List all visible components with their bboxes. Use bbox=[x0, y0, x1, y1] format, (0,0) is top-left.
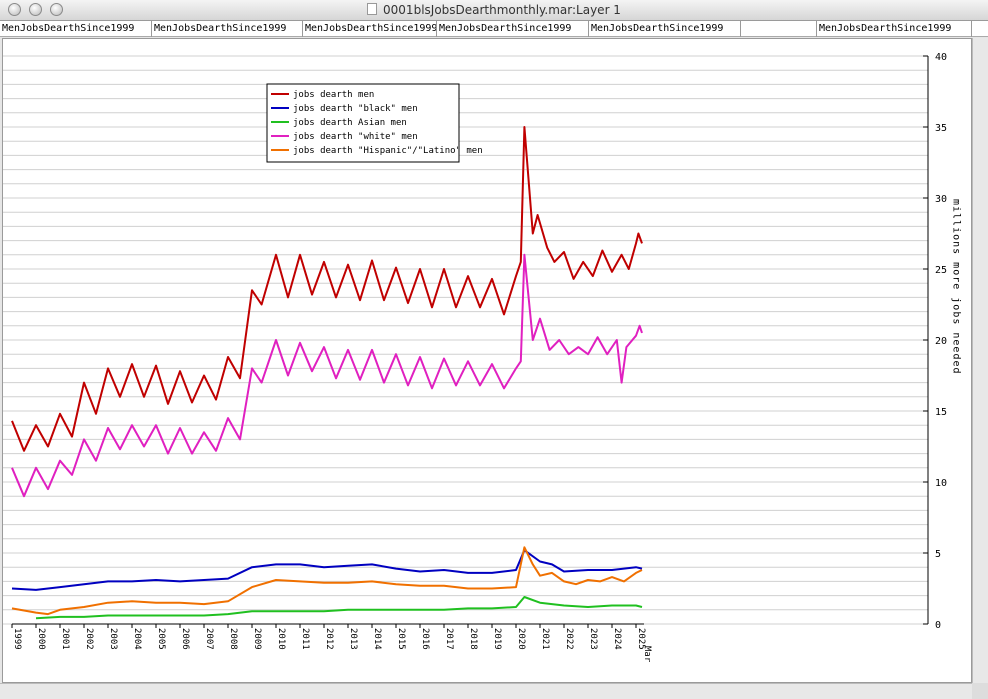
x-tick-label: 2025 bbox=[636, 628, 646, 650]
x-tick-label: 2015 bbox=[396, 628, 406, 650]
y-tick-label: 15 bbox=[935, 407, 947, 418]
window-title-area: 0001blsJobsDearthmonthly.mar:Layer 1 bbox=[0, 3, 988, 17]
x-tick-label: 2019 bbox=[492, 628, 502, 650]
x-tick-label: 2007 bbox=[204, 628, 214, 650]
x-tick-label: 2002 bbox=[84, 628, 94, 650]
close-window-button[interactable] bbox=[8, 3, 21, 16]
x-tick-label: 2014 bbox=[372, 628, 382, 650]
x-tick-label: 2016 bbox=[420, 628, 430, 650]
horizontal-scrollbar[interactable] bbox=[0, 683, 972, 699]
legend-entry: jobs dearth "white" men bbox=[293, 132, 418, 142]
y-tick-label: 0 bbox=[935, 620, 941, 631]
x-tick-label: 2013 bbox=[348, 628, 358, 650]
x-tick-label: 2001 bbox=[60, 628, 70, 650]
column-header[interactable]: MenJobsDearthSince1999 bbox=[0, 21, 152, 37]
minimize-window-button[interactable] bbox=[29, 3, 42, 16]
y-tick-label: 35 bbox=[935, 123, 947, 134]
x-tick-label: 2009 bbox=[252, 628, 262, 650]
y-tick-label: 5 bbox=[935, 549, 941, 560]
column-header[interactable]: MenJobsDearthSince1999 bbox=[817, 21, 972, 37]
x-tick-label: 2012 bbox=[324, 628, 334, 650]
column-header[interactable] bbox=[741, 21, 817, 37]
legend-entry: jobs dearth Asian men bbox=[293, 118, 407, 128]
x-tick-label: 2003 bbox=[108, 628, 118, 650]
vertical-scrollbar[interactable] bbox=[972, 38, 988, 683]
series-line bbox=[35, 596, 643, 620]
y-tick-label: 10 bbox=[935, 478, 947, 489]
y-axis-label: millions more jobs needed bbox=[951, 199, 962, 375]
zoom-window-button[interactable] bbox=[50, 3, 63, 16]
x-tick-label: 2011 bbox=[300, 628, 310, 650]
column-header[interactable]: MenJobsDearthSince1999 bbox=[589, 21, 741, 37]
series-line bbox=[11, 546, 643, 616]
window-title: 0001blsJobsDearthmonthly.mar:Layer 1 bbox=[383, 3, 621, 17]
y-tick-label: 25 bbox=[935, 265, 947, 276]
x-tick-label: 2018 bbox=[468, 628, 478, 650]
x-tick-label: 2010 bbox=[276, 628, 286, 650]
x-tick-label: 2000 bbox=[36, 628, 46, 650]
column-header[interactable]: MenJobsDearthSince1999 bbox=[152, 21, 303, 37]
series-line bbox=[11, 253, 643, 498]
window-titlebar: 0001blsJobsDearthmonthly.mar:Layer 1 bbox=[0, 0, 988, 21]
x-tick-label: 2008 bbox=[228, 628, 238, 650]
y-tick-label: 20 bbox=[935, 336, 947, 347]
x-tick-label: 2017 bbox=[444, 628, 454, 650]
x-tick-label: 2022 bbox=[564, 628, 574, 650]
x-tick-label: 2004 bbox=[132, 628, 142, 650]
legend-box bbox=[266, 83, 460, 163]
x-tick-label: Mar bbox=[642, 646, 652, 663]
document-icon bbox=[367, 3, 378, 15]
y-tick-label: 40 bbox=[935, 52, 947, 63]
y-tick-label: 30 bbox=[935, 194, 947, 205]
x-tick-label: 2020 bbox=[516, 628, 526, 650]
x-tick-label: 2005 bbox=[156, 628, 166, 650]
x-tick-label: 2024 bbox=[612, 628, 622, 650]
x-tick-label: 2021 bbox=[540, 628, 550, 650]
legend-entry: jobs dearth "Hispanic"/"Latino" men bbox=[293, 146, 483, 156]
legend-entry: jobs dearth "black" men bbox=[293, 104, 418, 114]
column-header-bar: MenJobsDearthSince1999 MenJobsDearthSinc… bbox=[0, 21, 988, 37]
column-header[interactable]: MenJobsDearthSince1999 bbox=[437, 21, 589, 37]
column-header[interactable]: MenJobsDearthSince1999 bbox=[303, 21, 437, 37]
chart-area: 0 5 10 15 20 25 30 35 40 millions more jobs neede… bbox=[2, 38, 972, 683]
x-tick-label: 2023 bbox=[588, 628, 598, 650]
resize-handle[interactable] bbox=[972, 683, 988, 699]
x-tick-label: 1999 bbox=[12, 628, 22, 650]
series-line bbox=[11, 549, 643, 591]
x-tick-label: 2006 bbox=[180, 628, 190, 650]
legend-entry: jobs dearth men bbox=[293, 90, 374, 100]
series-line bbox=[11, 126, 643, 452]
